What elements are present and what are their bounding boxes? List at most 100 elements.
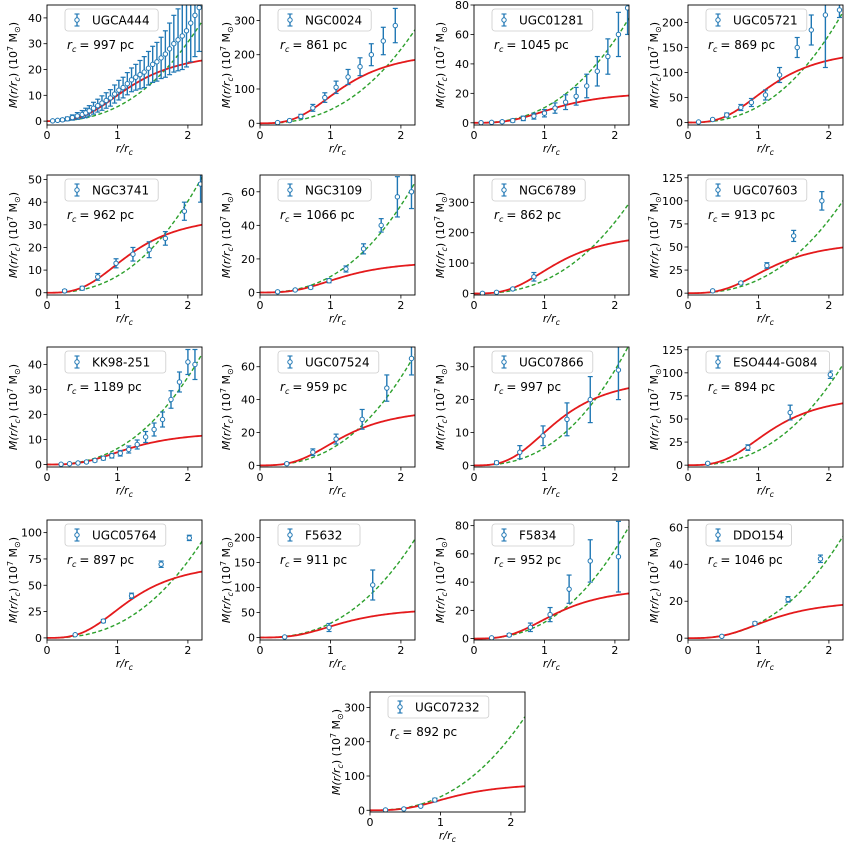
y-axis-label: M(r/rc) (107 M⊙) <box>647 192 663 278</box>
series-line-solid <box>474 94 629 124</box>
axes-frame <box>259 4 416 126</box>
axes-frame <box>259 519 416 641</box>
axes-frame <box>46 174 203 296</box>
x-tick-label: 2 <box>507 816 514 829</box>
data-point <box>185 359 191 365</box>
axes-frame <box>687 4 844 126</box>
plot-area <box>688 5 843 125</box>
y-tick-label: 40 <box>455 58 469 71</box>
series-line-dashed <box>688 535 843 639</box>
data-point <box>488 635 495 640</box>
data-point <box>149 61 156 68</box>
series-line-dashed <box>688 11 843 124</box>
legend-marker-point <box>715 17 721 23</box>
data-point <box>594 68 600 74</box>
data-point <box>162 235 169 242</box>
legend-box <box>64 350 167 374</box>
y-axis-label: M(r/rc) (107 M⊙) <box>219 364 235 450</box>
data-point <box>274 289 281 295</box>
legend-marker-point <box>287 359 293 365</box>
x-tick-label: 1 <box>755 644 762 657</box>
data-point <box>764 262 770 269</box>
data-point <box>166 46 173 52</box>
data-point <box>531 274 537 280</box>
legend-box <box>491 178 586 202</box>
data-point <box>479 290 486 295</box>
data-point <box>380 38 386 44</box>
data-point <box>357 64 363 70</box>
y-axis-label: M(r/rc) (107 M⊙) <box>433 22 449 108</box>
series-line-solid <box>688 402 843 467</box>
data-point <box>827 371 834 378</box>
plot-area <box>688 364 843 467</box>
y-axis-label: M(r/rc) (107 M⊙) <box>219 192 235 278</box>
data-point <box>709 116 716 123</box>
series-line-dashed <box>260 538 415 639</box>
series-line-solid <box>370 785 525 812</box>
series-line-dashed <box>370 716 525 811</box>
data-point <box>745 444 751 451</box>
y-tick-label: 40 <box>28 12 42 25</box>
data-point <box>109 453 115 459</box>
data-point <box>134 441 140 448</box>
data-point <box>49 118 56 124</box>
y-tick-label: 20 <box>28 64 42 77</box>
data-point <box>137 71 143 78</box>
x-tick-label: 0 <box>471 129 478 142</box>
y-tick-label: 50 <box>669 413 683 426</box>
y-tick-label: 30 <box>28 38 42 51</box>
data-point <box>541 110 548 116</box>
y-axis-label: M(r/rc) (107 M⊙) <box>6 537 22 623</box>
y-tick-label: 0 <box>35 287 42 300</box>
data-point <box>128 77 135 83</box>
data-point <box>158 55 164 61</box>
series-line-dashed <box>47 21 202 122</box>
x-tick-label: 0 <box>257 299 264 312</box>
data-point <box>785 596 791 603</box>
data-point <box>493 460 500 466</box>
data-point <box>59 117 66 123</box>
y-axis-label: M(r/rc) (107 M⊙) <box>433 364 449 450</box>
y-tick-label: 150 <box>662 42 683 55</box>
legend-marker-point <box>74 17 80 23</box>
data-point <box>197 181 202 187</box>
data-point <box>562 99 569 105</box>
legend-marker-point <box>74 187 80 193</box>
legend-box <box>277 178 372 202</box>
data-point <box>183 28 190 34</box>
data-point <box>281 634 288 640</box>
data-point <box>510 286 516 292</box>
x-tick-label: 0 <box>685 299 692 312</box>
y-axis-label: M(r/rc) (107 M⊙) <box>219 22 235 108</box>
x-tick-label: 0 <box>367 816 374 829</box>
data-point <box>107 95 114 101</box>
axes-frame <box>259 346 416 468</box>
legend-box <box>277 8 372 32</box>
data-point <box>808 27 814 33</box>
y-tick-label: 60 <box>455 548 469 561</box>
data-point <box>378 222 384 229</box>
rc-annotation: rc = 892 pc <box>390 725 457 741</box>
y-tick-label: 100 <box>234 83 255 96</box>
legend-label: UGC01281 <box>519 14 584 28</box>
series-line-dashed <box>688 364 843 466</box>
series-line-solid <box>47 570 202 639</box>
plot-area <box>474 202 629 295</box>
axes-frame <box>369 691 526 813</box>
data-point <box>75 460 81 466</box>
rc-annotation: rc = 1066 pc <box>280 208 355 224</box>
y-tick-label: 10 <box>28 89 42 102</box>
x-tick-label: 0 <box>471 644 478 657</box>
data-point <box>326 624 332 631</box>
y-tick-label: 0 <box>676 459 683 472</box>
panel-ngc6789: 0 1 2 0 100 200 300 r/rc M(r/rc) (107 M⊙) NGC6789… <box>433 174 630 327</box>
panel-ugc05764: 0 1 2 0 25 50 75 100 r/rc M(r/rc) (107 M⊙) UGC0576… <box>6 519 203 672</box>
y-tick-label: 30 <box>455 361 469 374</box>
y-tick-label: 30 <box>28 384 42 397</box>
y-tick-label: 100 <box>662 367 683 380</box>
legend-marker-point <box>715 187 721 193</box>
y-tick-label: 200 <box>448 227 469 240</box>
y-tick-label: 25 <box>28 606 42 619</box>
y-tick-label: 0 <box>676 632 683 645</box>
